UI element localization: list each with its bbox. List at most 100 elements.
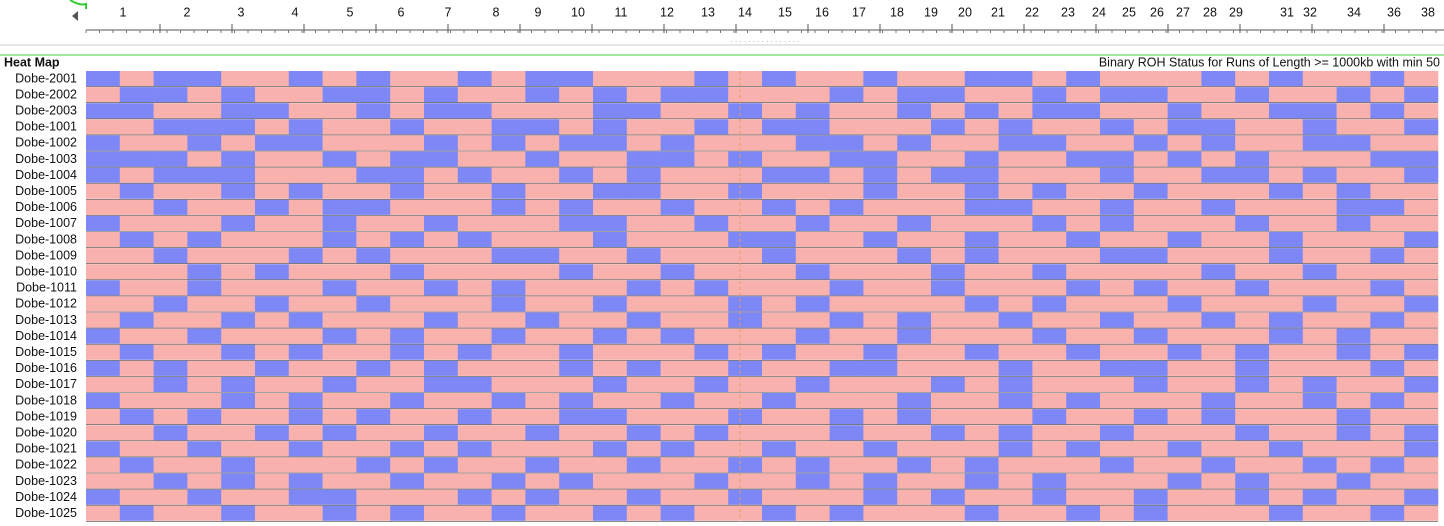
heat-cell	[221, 409, 256, 425]
heat-cell	[593, 183, 628, 199]
heat-cell	[457, 425, 492, 441]
heat-cell	[1167, 199, 1202, 215]
heat-cell	[593, 425, 628, 441]
heat-cell	[424, 360, 459, 376]
heat-cell	[762, 280, 797, 296]
heat-cell	[1133, 457, 1168, 473]
heat-cell	[153, 344, 188, 360]
heat-cell	[897, 376, 932, 392]
heat-cell	[694, 232, 729, 248]
heat-cell	[356, 393, 391, 409]
heat-cell	[593, 505, 628, 521]
heat-cell	[897, 199, 932, 215]
heat-cell	[1201, 87, 1236, 103]
row-label: Dobe-1025	[15, 506, 77, 520]
heat-cell	[1370, 312, 1405, 328]
heat-cell	[1032, 457, 1067, 473]
heat-cell	[1133, 409, 1168, 425]
heat-cell	[457, 103, 492, 119]
heat-cell	[626, 441, 661, 457]
heat-cell	[86, 425, 121, 441]
heat-cell	[559, 505, 594, 521]
heat-cell	[356, 409, 391, 425]
heat-cell	[897, 264, 932, 280]
heat-cell	[153, 393, 188, 409]
heat-cell	[457, 167, 492, 183]
heat-cell	[119, 87, 154, 103]
heat-cell	[964, 457, 999, 473]
heat-cell	[559, 232, 594, 248]
resize-handle[interactable]: . . . . . . . . . . . . . . . .	[731, 35, 800, 44]
heat-cell	[694, 489, 729, 505]
heat-cell	[1302, 409, 1337, 425]
heat-cell	[153, 151, 188, 167]
heat-cell	[86, 119, 121, 135]
heat-cell	[322, 489, 357, 505]
heat-cell	[1370, 232, 1405, 248]
heat-cell	[1167, 505, 1202, 521]
row-label: Dobe-1024	[15, 490, 77, 504]
heat-cell	[1201, 441, 1236, 457]
row-label: Dobe-1002	[15, 136, 77, 150]
heat-cell	[829, 344, 864, 360]
heat-cell	[1167, 135, 1202, 151]
heat-cell	[525, 119, 560, 135]
heat-cell	[626, 457, 661, 473]
heat-cell	[795, 312, 830, 328]
heat-cell	[255, 119, 290, 135]
heat-cell	[593, 264, 628, 280]
heat-cell	[491, 151, 526, 167]
heat-cell	[153, 264, 188, 280]
heat-cell	[626, 215, 661, 231]
heat-cell	[322, 360, 357, 376]
heat-cell	[1370, 360, 1405, 376]
heat-cell	[119, 376, 154, 392]
heat-cell	[931, 312, 966, 328]
heat-cell	[86, 473, 121, 489]
heat-cell	[1167, 360, 1202, 376]
chromosome-label: 15	[778, 5, 792, 19]
chromosome-label: 5	[347, 5, 354, 19]
heat-cell	[897, 167, 932, 183]
heat-cell	[322, 215, 357, 231]
heat-cell	[322, 151, 357, 167]
heat-cell	[998, 232, 1033, 248]
heat-cell	[1066, 151, 1101, 167]
scroll-left[interactable]	[72, 11, 78, 21]
heat-cell	[119, 441, 154, 457]
heat-cell	[255, 360, 290, 376]
heat-cell	[424, 232, 459, 248]
heat-cell	[762, 425, 797, 441]
heat-cell	[119, 505, 154, 521]
heat-cell	[255, 151, 290, 167]
heat-cell	[1302, 151, 1337, 167]
heat-cell	[1032, 409, 1067, 425]
heat-cell	[1133, 280, 1168, 296]
heat-cell	[1404, 87, 1439, 103]
heat-cell	[660, 296, 695, 312]
heat-cell	[255, 296, 290, 312]
heat-cell	[1302, 183, 1337, 199]
heat-cell	[795, 505, 830, 521]
heat-cell	[390, 296, 425, 312]
heat-cell	[1133, 71, 1168, 87]
heat-cell	[288, 409, 323, 425]
heat-cell	[1235, 457, 1270, 473]
heat-cell	[1404, 328, 1439, 344]
heat-cell	[153, 473, 188, 489]
row-label: Dobe-1004	[15, 168, 77, 182]
heat-cell	[1167, 473, 1202, 489]
heat-cell	[424, 280, 459, 296]
heat-cell	[1167, 425, 1202, 441]
heat-cell	[863, 264, 898, 280]
heat-cell	[931, 103, 966, 119]
heat-cell	[457, 376, 492, 392]
heat-cell	[356, 215, 391, 231]
heat-cell	[356, 248, 391, 264]
heat-cell	[964, 151, 999, 167]
heat-cell	[1066, 296, 1101, 312]
heat-cell	[86, 393, 121, 409]
heat-cell	[322, 344, 357, 360]
heat-cell	[221, 199, 256, 215]
heat-cell	[1201, 312, 1236, 328]
